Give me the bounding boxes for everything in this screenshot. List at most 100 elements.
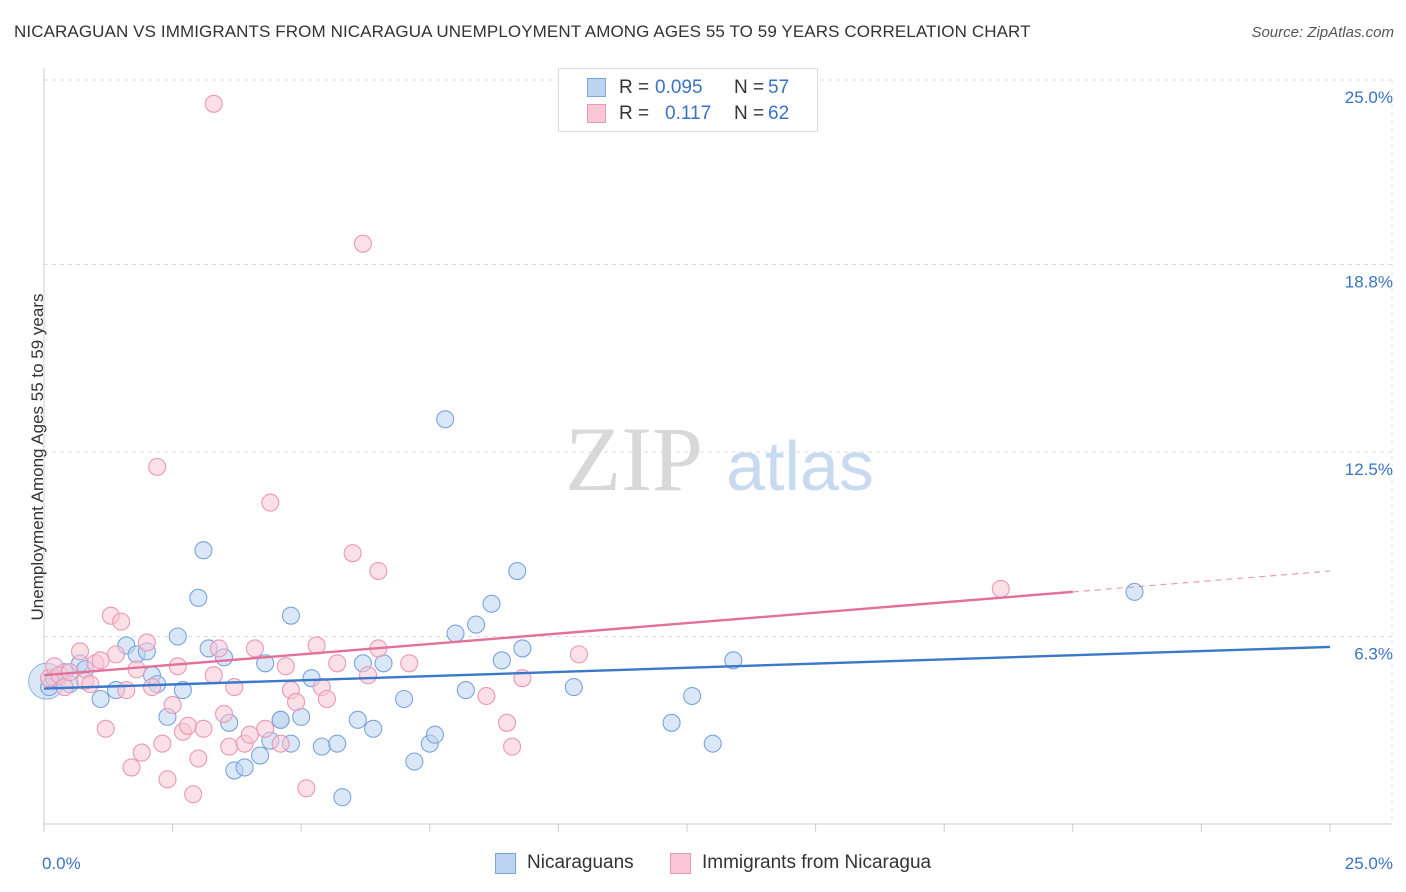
point-immigrants [81, 675, 100, 694]
point-nicaraguans [724, 651, 743, 670]
point-nicaraguans [405, 752, 424, 771]
legend-r-value: 0.117 [665, 103, 712, 124]
point-immigrants [307, 636, 326, 655]
point-nicaraguans [281, 606, 300, 625]
legend-r-value: 0.095 [655, 77, 703, 98]
point-immigrants [343, 544, 362, 563]
legend-item-immigrants: Immigrants from Nicaragua [670, 852, 931, 874]
point-nicaraguans [91, 689, 110, 709]
point-nicaraguans [312, 737, 331, 756]
point-immigrants [261, 493, 280, 512]
point-nicaraguans [446, 624, 465, 643]
point-nicaraguans [333, 788, 352, 807]
point-immigrants [112, 612, 131, 631]
point-immigrants [369, 561, 388, 581]
point-nicaraguans [194, 541, 213, 560]
point-nicaraguans [436, 410, 455, 429]
point-immigrants [214, 704, 234, 723]
point-immigrants [276, 657, 295, 676]
point-nicaraguans [256, 654, 275, 673]
point-immigrants [194, 719, 213, 738]
tick-labels: 6.3% 12.5% 18.8% 25.0% 0.0% 25.0% [42, 88, 1393, 873]
point-immigrants [189, 749, 208, 768]
point-immigrants [106, 645, 126, 664]
watermark-atlas: atlas [726, 427, 874, 505]
point-immigrants [204, 94, 223, 113]
point-nicaraguans [564, 678, 583, 697]
y-tick-label: 18.8% [1345, 273, 1393, 292]
point-nicaraguans [348, 710, 367, 729]
point-immigrants [271, 734, 290, 753]
point-immigrants [142, 678, 162, 697]
point-immigrants [209, 639, 228, 658]
legend-n-label: N = [734, 103, 765, 124]
point-immigrants [359, 666, 378, 685]
source-label: Source: ZipAtlas.com [1251, 24, 1394, 41]
point-immigrants [497, 713, 517, 732]
legend-r-label: R = [619, 103, 650, 124]
legend-n-value: 62 [768, 103, 790, 124]
legend-item-nicaraguans: Nicaraguans [495, 852, 634, 874]
point-nicaraguans [662, 713, 681, 732]
point-nicaraguans [456, 681, 475, 700]
point-immigrants [353, 234, 372, 253]
legend-swatch-blue [495, 853, 516, 874]
point-nicaraguans [235, 758, 254, 777]
chart-title: NICARAGUAN VS IMMIGRANTS FROM NICARAGUA … [14, 22, 1031, 41]
y-tick-label: 6.3% [1354, 645, 1393, 664]
data-points [28, 94, 1144, 807]
watermark-zip: ZIP [565, 408, 703, 510]
correlation-legend: R = 0.095 N = 57 R = 0.117 N = 62 [558, 68, 818, 132]
point-immigrants [91, 651, 110, 670]
point-nicaraguans [173, 681, 192, 700]
point-immigrants [328, 654, 347, 673]
x-tick-label: 25.0% [1345, 854, 1393, 873]
point-immigrants [569, 645, 589, 664]
point-nicaraguans [189, 588, 208, 607]
point-immigrants [184, 785, 203, 804]
point-immigrants [256, 719, 275, 738]
x-tick-label: 0.0% [42, 854, 81, 873]
trend-immigrants [43, 590, 1073, 677]
point-nicaraguans [328, 734, 347, 753]
point-immigrants [287, 692, 306, 712]
legend-n-label: N = [734, 77, 765, 98]
point-immigrants [96, 719, 115, 738]
point-immigrants [991, 579, 1010, 598]
point-immigrants [477, 686, 496, 706]
point-immigrants [70, 642, 90, 661]
point-immigrants [132, 743, 151, 762]
legend-label: Nicaraguans [527, 852, 634, 873]
trend-nicaraguans [43, 645, 1331, 690]
point-immigrants [245, 639, 264, 658]
point-immigrants [158, 770, 177, 789]
y-axis-label: Unemployment Among Ages 55 to 59 years [28, 293, 47, 621]
point-nicaraguans [482, 594, 501, 613]
legend-swatch-blue [587, 78, 606, 97]
axes [43, 68, 1392, 832]
point-immigrants [117, 681, 136, 700]
point-immigrants [317, 689, 336, 709]
point-nicaraguans [395, 689, 414, 709]
point-nicaraguans [703, 734, 722, 753]
point-nicaraguans [250, 746, 270, 765]
point-immigrants [153, 734, 172, 753]
legend-swatch-pink [670, 853, 691, 874]
point-nicaraguans [513, 639, 532, 658]
point-immigrants [220, 737, 239, 756]
point-nicaraguans [683, 686, 702, 706]
point-nicaraguans [364, 719, 383, 738]
legend-r-label: R = [619, 77, 650, 98]
point-immigrants [503, 737, 522, 756]
point-immigrants [148, 457, 167, 476]
legend-n-value: 57 [768, 77, 790, 98]
point-immigrants [400, 654, 419, 673]
point-immigrants [168, 657, 187, 676]
point-nicaraguans [425, 725, 444, 744]
point-immigrants [163, 695, 182, 715]
trend-extension-immigrants [1072, 570, 1331, 593]
gridlines [44, 79, 1393, 824]
point-immigrants [122, 758, 141, 777]
point-nicaraguans [467, 615, 486, 634]
